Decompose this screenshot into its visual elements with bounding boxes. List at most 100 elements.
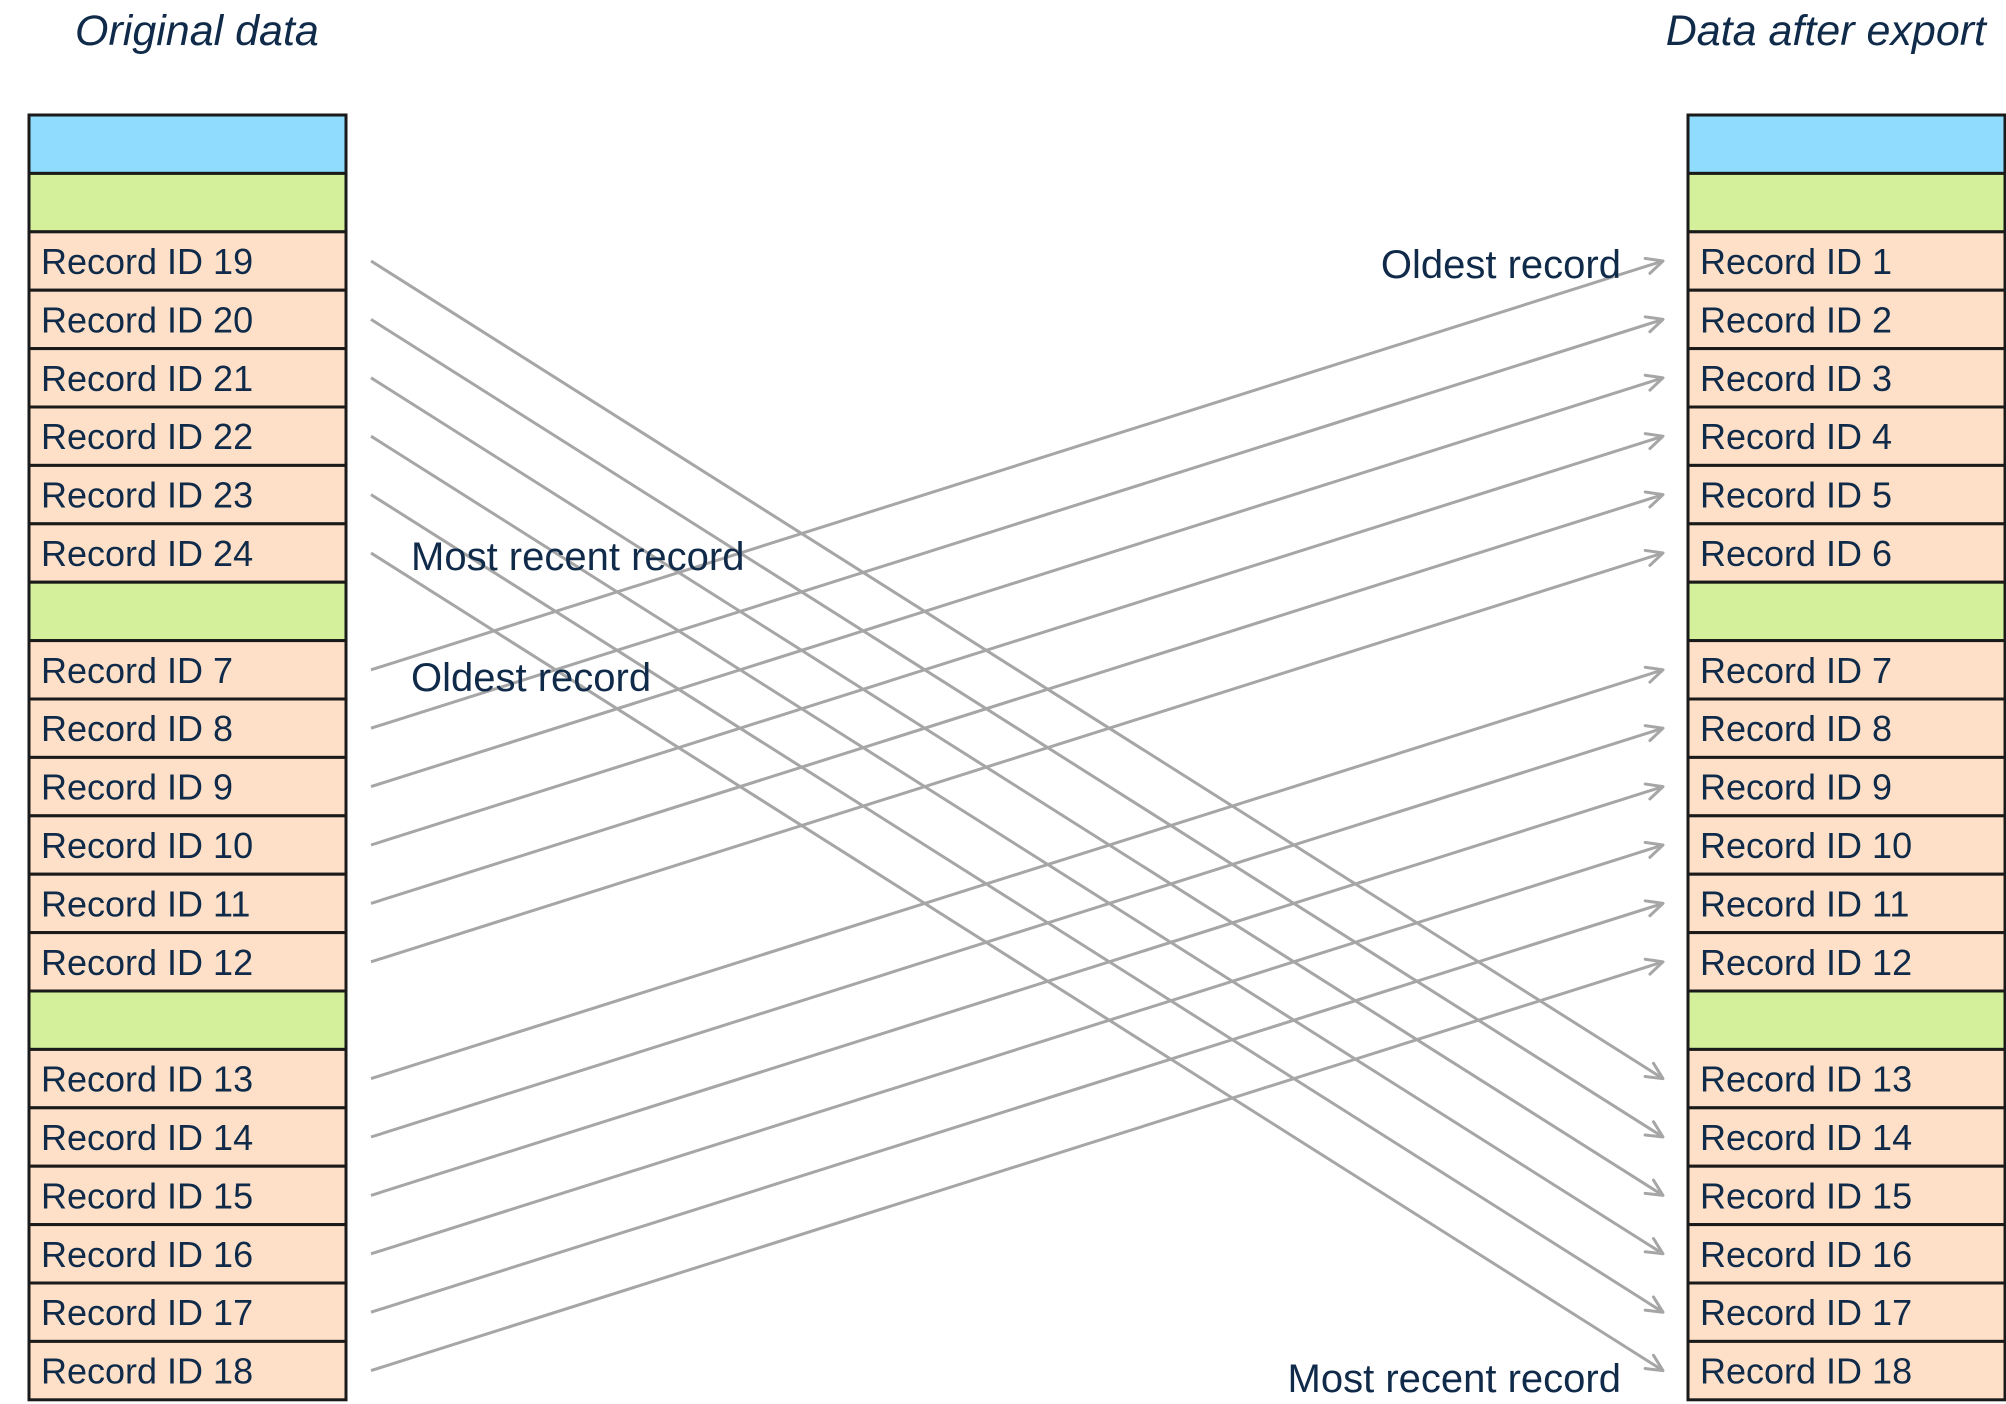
right-record-cell [1686, 1281, 2006, 1343]
left-most-recent-label: Most recent record [411, 535, 744, 579]
right-record-cell [1686, 639, 2006, 701]
arrow-head [1643, 373, 1665, 392]
mapping-arrow [370, 548, 1665, 964]
right-record-cell [1686, 872, 2006, 935]
mapping-arrow [370, 782, 1665, 1197]
left-record-label: Record ID 16 [41, 1234, 253, 1275]
arrow-shaft [370, 726, 1664, 1139]
mapping-arrow [370, 432, 1665, 847]
arrow-head [1643, 256, 1665, 275]
left-record-label: Record ID 21 [41, 358, 253, 399]
arrow-head [1643, 1178, 1665, 1197]
right-record-label: Record ID 3 [1700, 358, 1892, 399]
left-header-cell [27, 113, 348, 175]
right-separator-cell [1686, 171, 2006, 234]
mapping-arrow [370, 840, 1665, 1256]
left-record-cell [27, 1281, 348, 1343]
mapping-arrow [370, 318, 1665, 1139]
arrow-head [1643, 1120, 1665, 1139]
left-record-cell [27, 1106, 348, 1168]
arrow-head [1643, 1061, 1665, 1081]
left-record-label: Record ID 11 [41, 883, 250, 924]
right-record-label: Record ID 5 [1700, 475, 1892, 516]
arrow-head [1643, 548, 1665, 567]
right-record-label: Record ID 6 [1700, 533, 1892, 574]
right-record-label: Record ID 7 [1700, 650, 1892, 691]
right-record-cell [1686, 1164, 2006, 1227]
arrow-head [1643, 840, 1665, 859]
exported-data-column: Record ID 1 Record ID 2 Record ID 3 Record … [1686, 113, 2006, 1402]
left-record-label: Record ID 20 [41, 299, 253, 340]
mapping-arrow [370, 493, 1665, 1314]
left-record-label: Record ID 24 [41, 533, 253, 574]
left-record-label: Record ID 8 [41, 708, 233, 749]
mapping-arrow [370, 724, 1665, 1139]
right-record-cell [1686, 1106, 2006, 1168]
left-record-label: Record ID 18 [41, 1351, 253, 1392]
right-record-cell [1686, 1339, 2006, 1402]
right-record-label: Record ID 14 [1700, 1117, 1912, 1158]
arrow-shaft [370, 493, 1664, 1314]
arrow-shaft [370, 551, 1664, 1372]
right-record-cell [1686, 463, 2006, 526]
left-record-label: Record ID 23 [41, 475, 253, 516]
mapping-arrow [370, 315, 1665, 730]
arrow-head [1643, 1237, 1665, 1256]
right-record-label: Record ID 16 [1700, 1234, 1912, 1275]
right-record-label: Record ID 4 [1700, 416, 1892, 457]
right-record-cell [1686, 405, 2006, 467]
arrow-shaft [370, 843, 1664, 1256]
right-most-recent-label: Most recent record [1288, 1357, 1621, 1401]
right-record-cell [1686, 1223, 2006, 1285]
arrow-head [1643, 490, 1665, 509]
arrow-head [1643, 957, 1665, 976]
right-record-cell [1686, 931, 2006, 993]
arrow-head [1643, 1295, 1665, 1314]
left-record-cell [27, 522, 348, 584]
right-record-cell [1686, 230, 2006, 292]
original-data-title: Original data [75, 7, 319, 55]
left-oldest-label: Oldest record [411, 656, 651, 700]
mapping-arrows [370, 256, 1665, 1373]
right-record-label: Record ID 13 [1700, 1059, 1912, 1100]
arrow-head [1643, 432, 1665, 451]
left-record-cell [27, 755, 348, 818]
left-record-label: Record ID 22 [41, 416, 253, 457]
arrow-shaft [370, 551, 1664, 964]
arrow-shaft [370, 259, 1664, 1080]
mapping-arrow [370, 373, 1665, 789]
arrow-shaft [370, 785, 1664, 1197]
mapping-arrow [370, 434, 1665, 1256]
left-record-label: Record ID 7 [41, 650, 233, 691]
left-record-label: Record ID 14 [41, 1117, 253, 1158]
right-separator-cell [1686, 989, 2006, 1051]
arrow-shaft [370, 317, 1664, 730]
left-record-cell [27, 639, 348, 701]
arrow-shaft [370, 376, 1664, 789]
original-data-column: Record ID 19 Record ID 20 Record ID 21 Reco… [27, 113, 348, 1402]
mapping-arrow [370, 490, 1665, 905]
right-record-cell [1686, 288, 2006, 351]
right-record-label: Record ID 1 [1700, 241, 1892, 282]
mapping-arrow [370, 665, 1665, 1081]
left-record-label: Record ID 10 [41, 825, 253, 866]
right-record-label: Record ID 17 [1700, 1292, 1912, 1333]
mapping-arrow [370, 899, 1665, 1314]
right-separator-cell [1686, 580, 2006, 643]
right-record-cell [1686, 522, 2006, 584]
arrow-shaft [370, 434, 1664, 847]
right-record-label: Record ID 2 [1700, 299, 1892, 340]
arrow-shaft [370, 376, 1664, 1197]
arrow-shaft [370, 901, 1664, 1314]
right-record-label: Record ID 12 [1700, 942, 1912, 983]
left-record-label: Record ID 12 [41, 942, 253, 983]
left-record-label: Record ID 19 [41, 241, 253, 282]
mapping-arrow [370, 957, 1665, 1373]
arrow-shaft [370, 434, 1664, 1256]
arrow-head [1643, 724, 1665, 743]
arrow-shaft [370, 318, 1664, 1139]
left-record-label: Record ID 13 [41, 1059, 253, 1100]
mapping-arrow [370, 256, 1665, 672]
left-record-label: Record ID 15 [41, 1175, 253, 1216]
arrow-shaft [370, 960, 1664, 1373]
